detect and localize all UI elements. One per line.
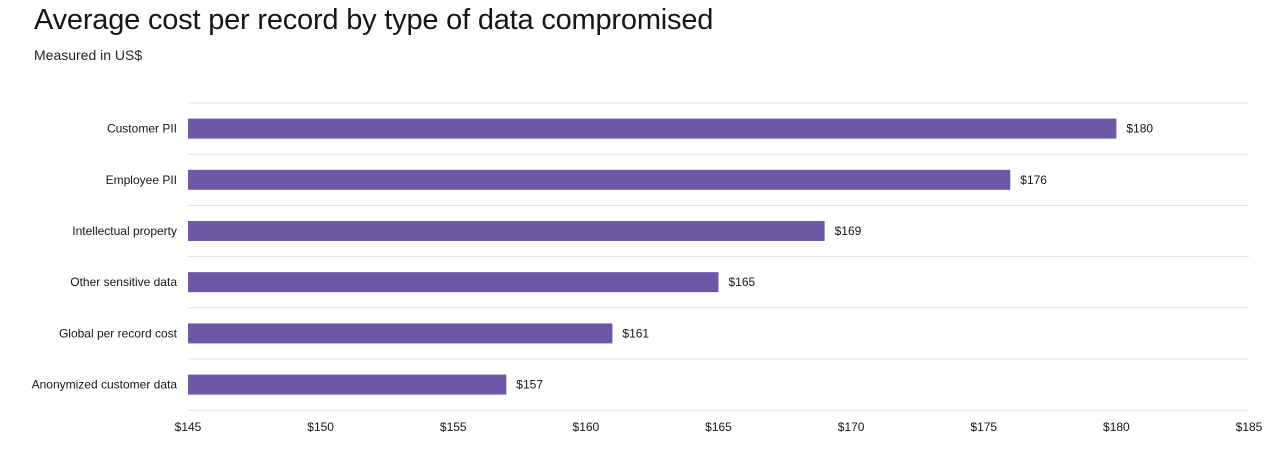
x-tick-label: $170 [838, 420, 865, 434]
x-tick-label: $160 [573, 420, 600, 434]
chart-title: Average cost per record by type of data … [34, 4, 714, 36]
bar [188, 169, 1011, 190]
x-tick-label: $155 [440, 420, 467, 434]
x-tick-label: $185 [1236, 420, 1263, 434]
x-tick-label: $175 [970, 420, 997, 434]
bar [188, 272, 719, 293]
category-label: Customer PII [107, 122, 177, 136]
value-label: $161 [622, 326, 649, 340]
bar [188, 323, 613, 344]
x-tick-label: $150 [307, 420, 334, 434]
value-label: $157 [516, 378, 543, 392]
category-label: Employee PII [106, 173, 177, 187]
x-tick-label: $145 [175, 420, 202, 434]
value-label: $165 [729, 275, 756, 289]
bar [188, 374, 507, 395]
chart-subtitle: Measured in US$ [34, 47, 143, 63]
value-label: $176 [1020, 173, 1047, 187]
category-label: Global per record cost [59, 326, 178, 340]
category-label: Intellectual property [72, 224, 177, 238]
bar [188, 221, 825, 241]
bar [188, 118, 1117, 139]
x-tick-label: $165 [705, 420, 732, 434]
category-label: Other sensitive data [70, 275, 177, 289]
x-tick-label: $180 [1103, 420, 1130, 434]
value-label: $169 [835, 224, 862, 238]
category-label: Anonymized customer data [32, 378, 178, 392]
value-label: $180 [1126, 122, 1153, 136]
